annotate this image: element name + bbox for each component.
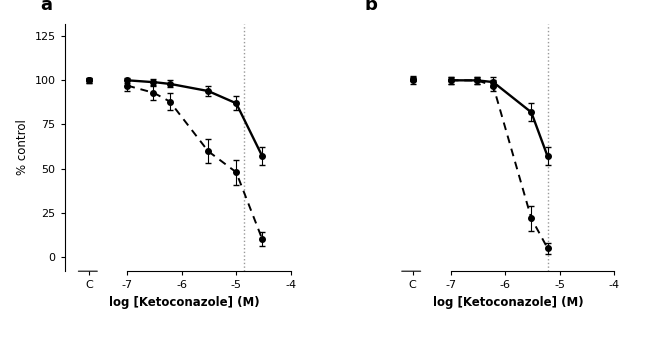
X-axis label: log [Ketoconazole] (M): log [Ketoconazole] (M) — [109, 296, 260, 309]
Y-axis label: % control: % control — [16, 120, 29, 175]
Text: a: a — [41, 0, 53, 14]
Text: b: b — [364, 0, 377, 14]
X-axis label: log [Ketoconazole] (M): log [Ketoconazole] (M) — [432, 296, 583, 309]
